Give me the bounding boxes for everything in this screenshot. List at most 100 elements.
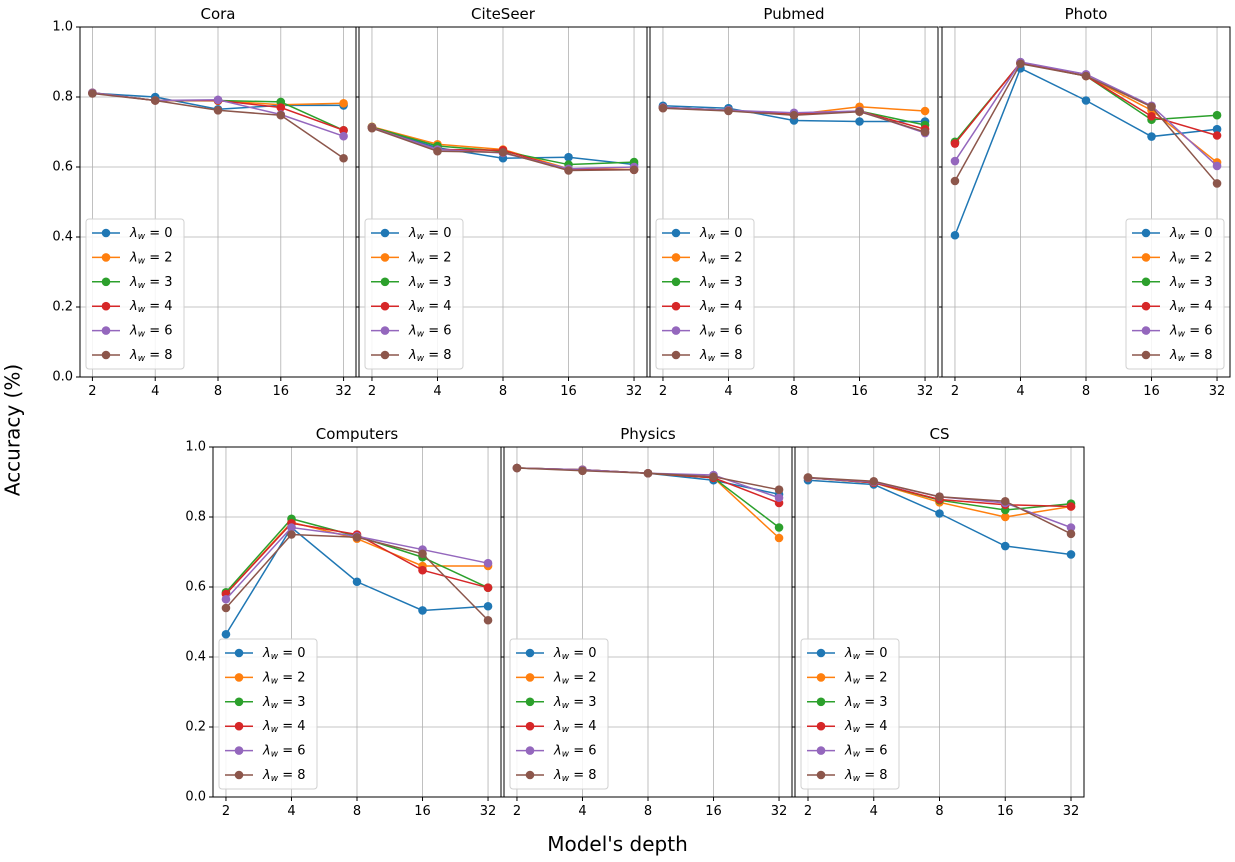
data-point [935, 509, 944, 518]
panel-title: Photo [1065, 5, 1108, 23]
legend-swatch-marker [1141, 350, 1151, 360]
legend-box [655, 218, 755, 370]
data-point [855, 117, 864, 126]
data-point [150, 96, 160, 105]
panel-title: Computers [316, 425, 399, 443]
x-tick-label: 4 [578, 804, 586, 819]
legend-label: λw = 6 [844, 743, 888, 759]
legend-swatch-marker [1141, 253, 1151, 262]
data-point [276, 110, 286, 120]
data-point [433, 146, 442, 156]
legend-label: λw = 0 [699, 226, 743, 242]
legend-swatch-marker [101, 253, 111, 262]
x-axis-label: Model's depth [547, 832, 688, 856]
x-tick-label: 16 [273, 384, 290, 399]
x-tick-label: 2 [659, 384, 667, 399]
legend-label: λw = 2 [262, 670, 306, 686]
legend: λw = 0 λw = 2 λw = 3 λw = 4 λw = 6 λw = 8 [1125, 218, 1225, 370]
legend-item: λw = 6 [225, 743, 306, 759]
legend: λw = 0 λw = 2 λw = 3 λw = 4 λw = 6 λw = 8 [218, 638, 318, 790]
legend-label: λw = 3 [262, 694, 306, 710]
x-tick-label: 8 [499, 384, 507, 399]
legend: λw = 0 λw = 2 λw = 3 λw = 4 λw = 6 λw = 8 [800, 638, 900, 790]
panel-title: Physics [620, 425, 676, 443]
legend-label: λw = 4 [553, 719, 597, 735]
data-point [221, 629, 231, 639]
legend-label: λw = 0 [553, 646, 597, 662]
legend-swatch-marker [525, 770, 535, 780]
legend-swatch-marker [234, 721, 244, 731]
panel-title: CS [930, 425, 950, 443]
legend-item: λw = 0 [92, 226, 173, 242]
legend-swatch-marker [234, 673, 244, 682]
y-tick-label: 0.2 [52, 300, 73, 315]
x-tick-label: 4 [724, 384, 732, 399]
legend-label: λw = 4 [699, 299, 743, 315]
legend-label: λw = 3 [553, 694, 597, 710]
x-tick-label: 32 [480, 804, 497, 819]
legend-item: λw = 4 [807, 719, 888, 735]
legend-item: λw = 6 [807, 743, 888, 759]
x-tick-label: 32 [1209, 384, 1226, 399]
legend-item: λw = 4 [225, 719, 306, 735]
legend-swatch-marker [101, 301, 111, 311]
panel-title: Pubmed [763, 5, 824, 23]
legend-item: λw = 8 [662, 348, 743, 364]
legend: λw = 0 λw = 2 λw = 3 λw = 4 λw = 6 λw = 8 [655, 218, 755, 370]
y-tick-label: 0.8 [185, 510, 206, 525]
data-point [213, 106, 223, 115]
y-tick-label: 1.0 [185, 440, 206, 455]
data-point [724, 106, 733, 116]
data-point [1016, 59, 1025, 69]
x-tick-label: 4 [870, 804, 878, 819]
legend-swatch-marker [525, 673, 535, 682]
data-point [287, 530, 296, 539]
legend-label: λw = 2 [844, 670, 888, 686]
legend-item: λw = 3 [225, 694, 306, 710]
legend-label: λw = 0 [262, 646, 306, 662]
legend-label: λw = 2 [1169, 250, 1213, 266]
legend-item: λw = 8 [92, 348, 173, 364]
data-point [498, 148, 508, 157]
data-point [1000, 496, 1010, 506]
data-point [1212, 124, 1222, 134]
legend-label: λw = 0 [408, 226, 452, 242]
y-axis-label-container: Accuracy (%) [2, 364, 25, 496]
data-point [564, 166, 573, 175]
legend-swatch-marker [1141, 277, 1151, 287]
legend-item: λw = 2 [516, 670, 597, 686]
legend-item: λw = 3 [1132, 274, 1213, 290]
data-point [1212, 179, 1222, 188]
data-point [774, 533, 784, 543]
legend-label: λw = 8 [1169, 348, 1213, 364]
x-tick-label: 2 [951, 384, 959, 399]
x-tick-label: 8 [790, 384, 798, 399]
series-lambda-8 [950, 59, 1222, 188]
legend-swatch-marker [234, 648, 244, 658]
legend-item: λw = 6 [371, 323, 452, 339]
data-point [339, 125, 348, 135]
data-point [709, 472, 718, 482]
legend-item: λw = 2 [92, 250, 173, 266]
legend-swatch-marker [101, 228, 111, 238]
data-point [339, 131, 348, 141]
legend-swatch-marker [671, 301, 681, 311]
y-tick-label: 0.2 [185, 720, 206, 735]
legend-item: λw = 6 [1132, 323, 1213, 339]
x-tick-label: 32 [626, 384, 643, 399]
legend-label: λw = 8 [699, 348, 743, 364]
y-tick-label: 0.4 [185, 650, 206, 665]
data-point [339, 99, 348, 108]
x-tick-label: 2 [804, 804, 812, 819]
legend-label: λw = 6 [1169, 323, 1213, 339]
data-point [418, 565, 427, 575]
legend-label: λw = 4 [1169, 299, 1213, 315]
data-point [367, 123, 377, 133]
legend-swatch-marker [380, 253, 390, 262]
legend-swatch-marker [525, 746, 535, 755]
legend-item: λw = 0 [371, 226, 452, 242]
legend-item: λw = 3 [662, 274, 743, 290]
data-point [950, 230, 960, 240]
